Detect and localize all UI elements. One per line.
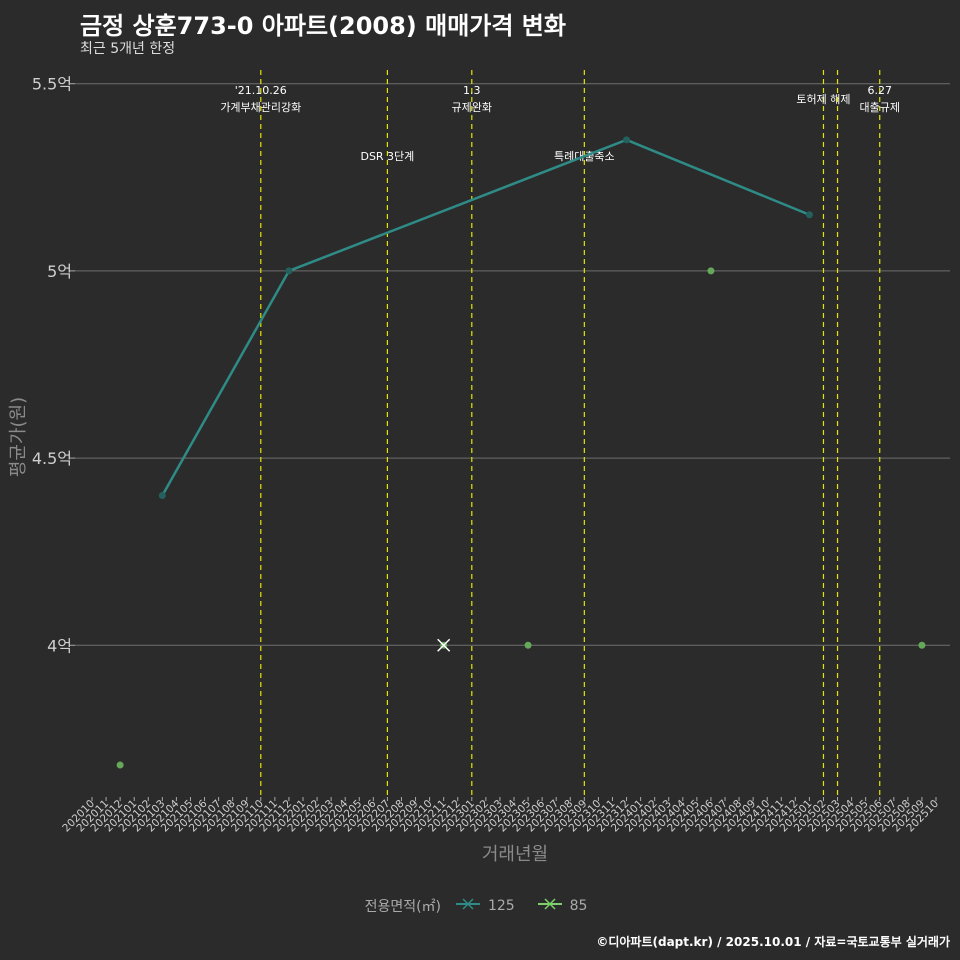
chart-subtitle: 최근 5개년 한정 [80,41,176,57]
y-tick-label: 4억 [47,636,72,655]
legend-label-85: 85 [569,898,588,914]
y-tick-label: 4.5억 [32,449,72,468]
y-tick-label: 5억 [47,262,72,281]
x-axis-label: 거래년월 [482,844,548,865]
event-label: 토허제 해제 [796,92,850,106]
event-label: 1.3 [463,84,481,97]
series-125-point [805,211,813,219]
event-label: 6.27 [867,84,892,97]
event-label: '21.10.26 [235,84,287,97]
series-85-point [918,641,926,649]
series-85-point [524,641,532,649]
series-125-point [158,492,166,500]
legend-label-125: 125 [487,898,515,914]
event-label: 규제완화 [452,101,492,114]
source-credit: ©디아파트(dapt.kr) / 2025.10.01 / 자료=국토교통부 실… [596,935,950,949]
chart-title: 금정 상훈773-0 아파트(2008) 매매가격 변화 [80,12,566,40]
legend-key-125 [455,896,481,916]
grid-layer [75,83,950,646]
legend-title: 전용면적(㎡) [364,899,442,915]
event-label: 가계부채관리강화 [220,101,301,114]
event-label: DSR 3단계 [360,150,414,163]
legend-key-85 [537,896,563,916]
series-layer [116,136,926,769]
y-axis-label: 평균가(원) [8,397,29,477]
series-85-point [707,267,715,275]
series-125-point [285,267,293,275]
series-85-point [116,761,124,769]
cross-marker [437,638,451,652]
series-125-point [623,136,631,144]
series-125-line [161,138,810,497]
event-label: 대출규제 [859,101,899,114]
y-tick-label: 5.5억 [32,75,72,94]
legend: 전용면적(㎡) 125 85 [0,896,960,916]
axis-layer: 4억4.5억5억5.5억2020102020112020122021012021… [32,75,941,835]
